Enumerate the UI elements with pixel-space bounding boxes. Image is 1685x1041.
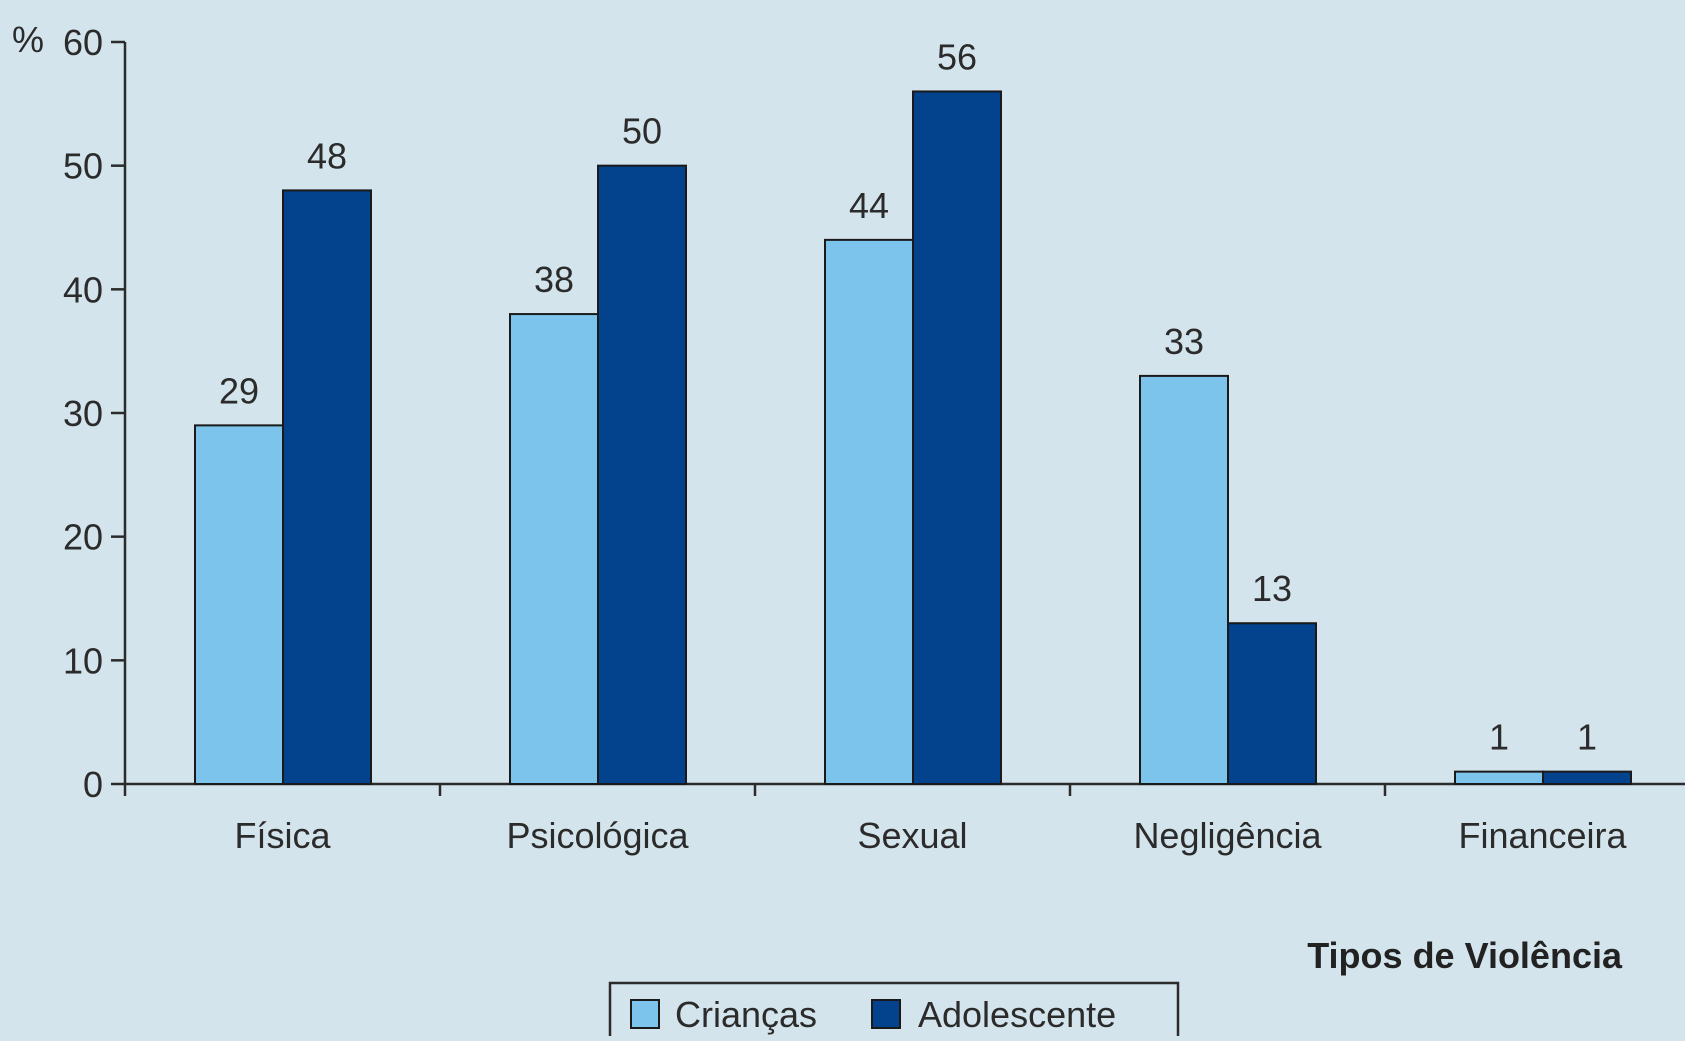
bar-criancas-psicologica (509, 313, 599, 785)
legend: Crianças Adolescente (608, 981, 1180, 1041)
data-label-criancas-sexual: 44 (849, 185, 889, 226)
legend-swatch-criancas (630, 999, 660, 1029)
data-label-adolescente-fisica: 48 (307, 135, 347, 176)
x-tick-label-sexual: Sexual (857, 815, 967, 856)
bar-adolescente-sexual (912, 90, 1002, 785)
bar-adolescente-negligencia (1227, 622, 1317, 785)
x-tick-label-financeira: Financeira (1458, 815, 1627, 856)
data-label-adolescente-financeira: 1 (1577, 717, 1597, 758)
x-axis-title: Tipos de Violência (1307, 935, 1623, 976)
labels: 29 48 Física 38 50 Psicológica 44 56 Sexual 33 13 N… (219, 36, 1628, 856)
bar-criancas-financeira (1454, 770, 1544, 786)
data-label-criancas-financeira: 1 (1489, 717, 1509, 758)
legend-label-criancas: Crianças (675, 994, 817, 1035)
bar-adolescente-financeira (1542, 770, 1632, 786)
y-tick-label: 10 (63, 640, 103, 681)
x-tick-label-negligencia: Negligência (1133, 815, 1322, 856)
bar-adolescente-psicologica (597, 164, 687, 785)
data-label-adolescente-negligencia: 13 (1252, 568, 1292, 609)
y-tick-label: 20 (63, 517, 103, 558)
y-axis-unit-label: % (12, 19, 44, 60)
y-tick-label: 30 (63, 393, 103, 434)
y-tick-label: 60 (63, 22, 103, 63)
data-label-criancas-psicologica: 38 (534, 259, 574, 300)
y-tick-label: 50 (63, 146, 103, 187)
y-tick-label: 0 (83, 764, 103, 805)
data-label-criancas-negligencia: 33 (1164, 321, 1204, 362)
legend-swatch-adolescente (871, 999, 901, 1029)
data-label-criancas-fisica: 29 (219, 370, 259, 411)
bar-criancas-fisica (194, 424, 284, 785)
x-tick-label-psicologica: Psicológica (506, 815, 689, 856)
bar-adolescente-fisica (282, 189, 372, 785)
axes: 0 10 20 30 40 50 60 (63, 22, 1685, 805)
x-tick-label-fisica: Física (234, 815, 331, 856)
data-label-adolescente-psicologica: 50 (622, 111, 662, 152)
bar-criancas-negligencia (1139, 374, 1229, 785)
bar-criancas-sexual (824, 238, 914, 786)
y-tick-label: 40 (63, 269, 103, 310)
data-label-adolescente-sexual: 56 (937, 36, 977, 77)
legend-label-adolescente: Adolescente (918, 994, 1116, 1035)
legend-box (608, 981, 1180, 1041)
bars (194, 90, 1632, 786)
